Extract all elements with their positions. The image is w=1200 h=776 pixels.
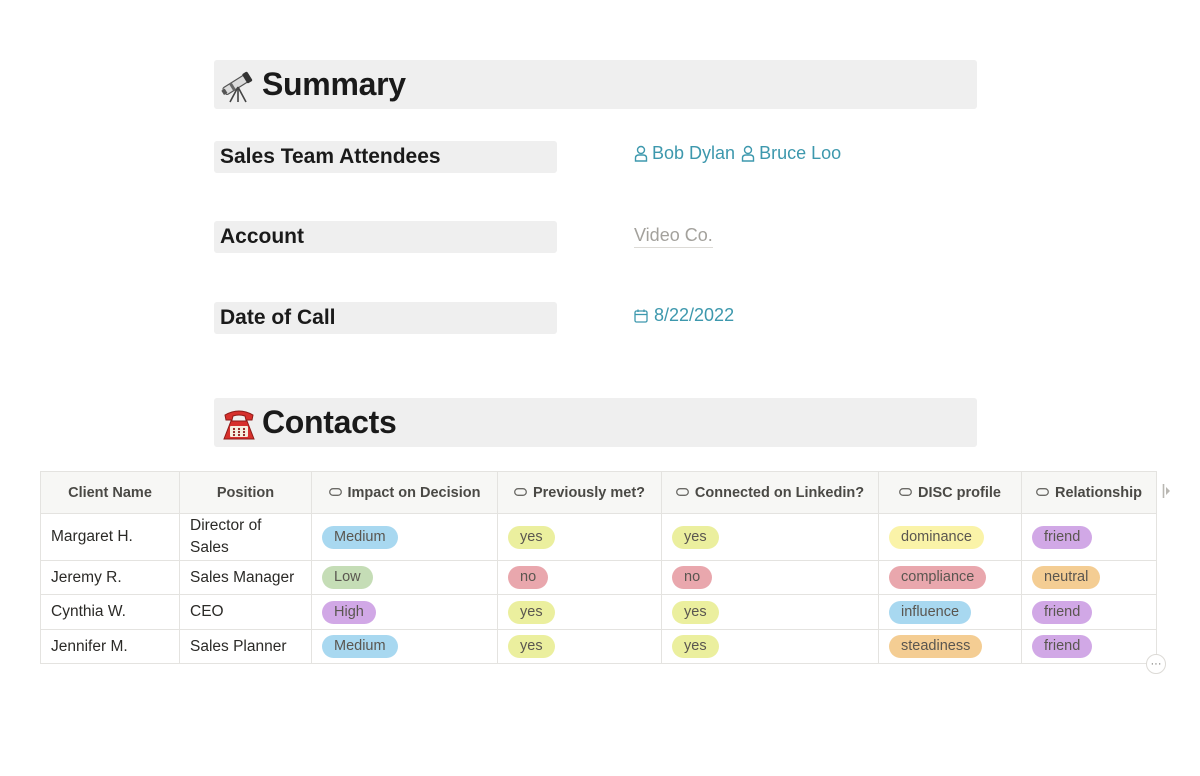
cell-impact[interactable]: Medium xyxy=(311,513,498,561)
cell-impact[interactable]: Medium xyxy=(311,629,498,664)
cell-disc[interactable]: steadiness xyxy=(878,629,1022,664)
column-header-impact[interactable]: Impact on Decision xyxy=(311,471,498,514)
cell-linkedin[interactable]: yes xyxy=(661,513,879,561)
column-header-disc[interactable]: DISC profile xyxy=(878,471,1022,514)
cell-linkedin[interactable]: no xyxy=(661,560,879,595)
cell-impact[interactable]: High xyxy=(311,594,498,630)
cell-position[interactable]: Director of Sales xyxy=(179,513,312,561)
select-property-icon xyxy=(675,487,689,496)
telescope-icon xyxy=(221,71,253,102)
date-value[interactable]: 8/22/2022 xyxy=(634,305,734,326)
cell-relationship[interactable]: friend xyxy=(1021,594,1157,630)
column-header-client-name[interactable]: Client Name xyxy=(40,471,180,514)
person-name: Bruce Loo xyxy=(759,143,842,163)
cell-position[interactable]: Sales Planner xyxy=(179,629,312,664)
cell-linkedin[interactable]: yes xyxy=(661,629,879,664)
cell-client-name[interactable]: Jeremy R. xyxy=(40,560,180,595)
date-text: 8/22/2022 xyxy=(654,305,735,325)
select-property-icon xyxy=(899,487,912,496)
column-header-relationship[interactable]: Relationship xyxy=(1021,471,1157,514)
attendees-value[interactable]: Bob Dylan Bruce Loo xyxy=(634,143,847,164)
select-property-icon xyxy=(328,487,342,496)
select-property-icon xyxy=(514,487,527,496)
cell-relationship[interactable]: friend xyxy=(1021,513,1157,561)
more-options-button[interactable]: ··· xyxy=(1146,654,1166,674)
contacts-table: Client Name Position Impact on Decision … xyxy=(40,471,1157,664)
tag-pill: friend xyxy=(1032,600,1093,624)
column-header-linkedin[interactable]: Connected on Linkedin? xyxy=(661,471,879,514)
calendar-icon xyxy=(634,309,648,323)
tag-pill: Low xyxy=(322,566,373,589)
tag-pill: dominance xyxy=(889,525,984,549)
tag-pill: no xyxy=(508,566,549,589)
tag-pill: Medium xyxy=(322,635,398,658)
cell-client-name[interactable]: Cynthia W. xyxy=(40,594,180,630)
table-header-row: Client Name Position Impact on Decision … xyxy=(40,471,1157,514)
cell-position[interactable]: Sales Manager xyxy=(179,560,312,595)
contacts-heading: Contacts xyxy=(214,398,977,447)
tag-pill: yes xyxy=(508,635,555,658)
cell-previously-met[interactable]: yes xyxy=(497,594,662,630)
person-name: Bob Dylan xyxy=(652,143,736,163)
tag-pill: friend xyxy=(1032,525,1093,549)
contacts-title: Contacts xyxy=(262,404,397,440)
table-row[interactable]: Cynthia W. CEO High yes yes influence fr… xyxy=(40,594,1157,630)
cell-disc[interactable]: influence xyxy=(878,594,1022,630)
tag-pill: friend xyxy=(1032,635,1093,658)
cell-client-name[interactable]: Jennifer M. xyxy=(40,629,180,664)
telephone-icon xyxy=(223,410,255,439)
tag-pill: High xyxy=(322,600,376,624)
account-text: Video Co. xyxy=(634,225,713,248)
attendees-label: Sales Team Attendees xyxy=(214,141,557,173)
person-icon xyxy=(741,145,755,162)
summary-heading: Summary xyxy=(214,60,977,109)
tag-pill: Medium xyxy=(322,525,398,549)
person-chip-bob[interactable]: Bob Dylan xyxy=(634,143,735,164)
tag-pill: neutral xyxy=(1032,566,1101,589)
tag-pill: compliance xyxy=(889,566,987,589)
cell-client-name[interactable]: Margaret H. xyxy=(40,513,180,561)
table-row[interactable]: Margaret H. Director of Sales Medium yes… xyxy=(40,513,1157,561)
tag-pill: yes xyxy=(672,600,719,624)
tag-pill: yes xyxy=(508,600,555,624)
person-icon xyxy=(634,145,648,162)
cell-relationship[interactable]: friend xyxy=(1021,629,1157,664)
column-header-position[interactable]: Position xyxy=(179,471,312,514)
cell-position[interactable]: CEO xyxy=(179,594,312,630)
person-chip-bruce[interactable]: Bruce Loo xyxy=(741,143,841,164)
account-value[interactable]: Video Co. xyxy=(634,225,713,248)
cell-impact[interactable]: Low xyxy=(311,560,498,595)
cell-previously-met[interactable]: no xyxy=(497,560,662,595)
cell-disc[interactable]: dominance xyxy=(878,513,1022,561)
account-label: Account xyxy=(214,221,557,253)
cell-relationship[interactable]: neutral xyxy=(1021,560,1157,595)
select-property-icon xyxy=(1036,487,1049,496)
summary-title: Summary xyxy=(262,66,406,102)
tag-pill: yes xyxy=(508,525,555,549)
column-header-previously-met[interactable]: Previously met? xyxy=(497,471,662,514)
tag-pill: influence xyxy=(889,600,972,624)
add-column-handle-icon[interactable] xyxy=(1162,483,1172,499)
cell-linkedin[interactable]: yes xyxy=(661,594,879,630)
cell-previously-met[interactable]: yes xyxy=(497,513,662,561)
tag-pill: no xyxy=(672,566,713,589)
table-row[interactable]: Jennifer M. Sales Planner Medium yes yes… xyxy=(40,629,1157,664)
tag-pill: yes xyxy=(672,525,719,549)
table-row[interactable]: Jeremy R. Sales Manager Low no no compli… xyxy=(40,560,1157,595)
tag-pill: yes xyxy=(672,635,719,658)
cell-disc[interactable]: compliance xyxy=(878,560,1022,595)
date-label: Date of Call xyxy=(214,302,557,334)
tag-pill: steadiness xyxy=(889,635,983,658)
cell-previously-met[interactable]: yes xyxy=(497,629,662,664)
